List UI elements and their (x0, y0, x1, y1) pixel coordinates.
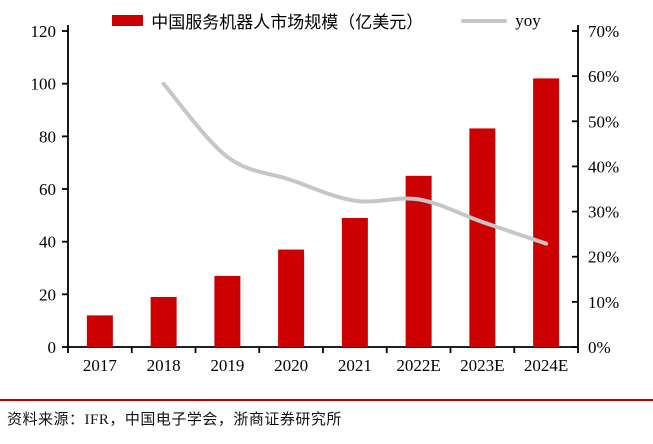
bar-series-swatch-icon (112, 15, 144, 26)
footer-divider (0, 399, 653, 401)
x-category-label: 2021 (338, 356, 372, 375)
market-size-yoy-chart: 0 20 40 60 80 100 120 0% 10% 20% 30% 40% 50% 60% 70% 20… (31, 22, 620, 375)
left-tick-label: 0 (48, 338, 57, 357)
line-series-swatch-icon (461, 18, 508, 23)
right-tick-label: 50% (588, 112, 619, 131)
x-category-label: 2023E (460, 356, 504, 375)
x-category-label: 2024E (524, 356, 568, 375)
bar-2019 (214, 275, 241, 347)
legend-label-yoy: yoy (515, 10, 541, 30)
x-category-label: 2022E (396, 356, 440, 375)
right-tick-label: 40% (588, 157, 619, 176)
legend-item-market-size: 中国服务机器人市场规模（亿美元） (112, 8, 423, 33)
right-tick-label: 60% (588, 67, 619, 86)
source-note: 资料来源：IFR，中国电子学会，浙商证券研究所 (7, 412, 342, 428)
bar-2024E (533, 78, 560, 348)
right-tick-label: 70% (588, 22, 619, 41)
bar-2023E (469, 128, 496, 347)
left-tick-label: 20 (39, 285, 56, 304)
right-tick-label: 10% (588, 293, 619, 312)
right-tick-label: 0% (588, 338, 611, 357)
bar-2022E (405, 175, 432, 347)
x-category-label: 2017 (83, 356, 118, 375)
bar-2020 (278, 249, 305, 347)
left-tick-label: 60 (39, 180, 56, 199)
yoy-line (161, 81, 549, 246)
bar-2021 (341, 217, 368, 347)
x-category-label: 2019 (210, 356, 244, 375)
bar-2017 (86, 315, 113, 347)
left-tick-label: 40 (39, 233, 56, 252)
right-tick-label: 20% (588, 248, 619, 267)
x-category-label: 2018 (147, 356, 181, 375)
legend-item-yoy: yoy (461, 11, 541, 31)
right-tick-label: 30% (588, 203, 619, 222)
left-tick-label: 100 (31, 75, 57, 94)
legend-label-market-size: 中国服务机器人市场规模（亿美元） (151, 13, 424, 32)
bar-2018 (150, 296, 177, 347)
left-tick-label: 80 (39, 127, 56, 146)
left-tick-label: 120 (31, 22, 57, 41)
x-category-label: 2020 (274, 356, 308, 375)
chart-legend: 中国服务机器人市场规模（亿美元） yoy (0, 8, 653, 33)
